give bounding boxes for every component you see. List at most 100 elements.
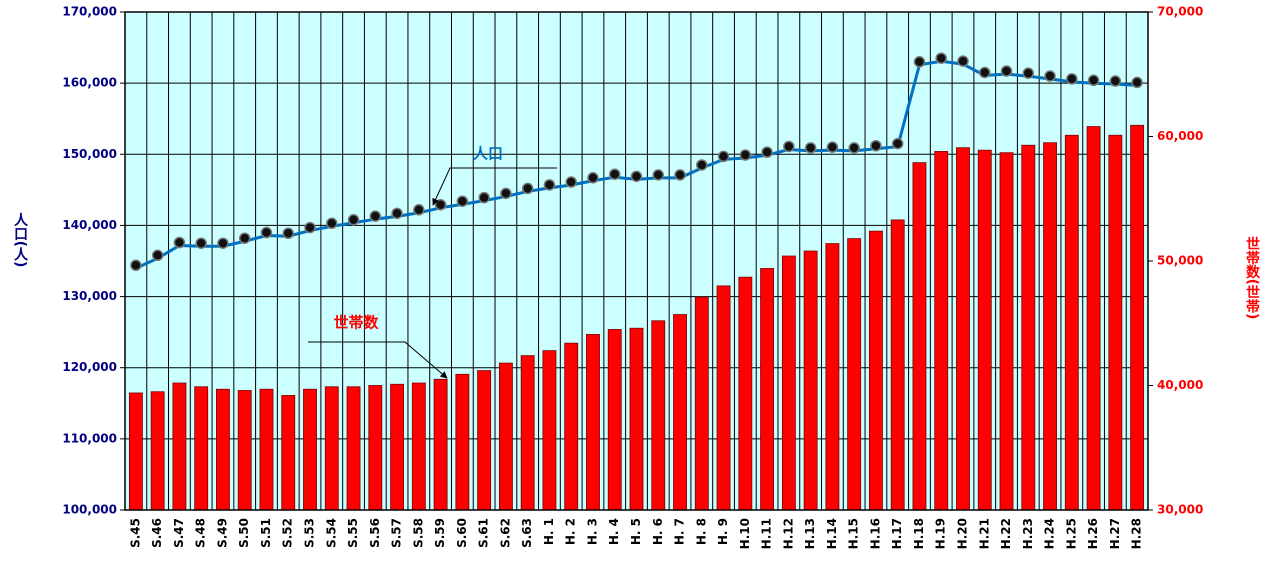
marker: [739, 149, 752, 161]
x-tick-label: S.54: [324, 518, 338, 548]
bar: [1021, 144, 1036, 511]
bar: [346, 386, 361, 511]
y-tick-label: 100,000: [62, 503, 117, 517]
bar: [781, 255, 796, 511]
bar: [1086, 126, 1101, 511]
bar: [934, 151, 949, 511]
x-tick-label: S.63: [520, 518, 534, 548]
bar: [890, 219, 905, 511]
x-tick-label: H.11: [760, 518, 774, 549]
marker: [935, 52, 947, 64]
marker: [979, 66, 991, 79]
bar: [738, 276, 753, 511]
bar: [651, 320, 666, 511]
x-tick-label: H.25: [1064, 518, 1078, 549]
marker: [608, 168, 621, 180]
bar: [956, 147, 970, 511]
bar: [629, 327, 644, 511]
x-tick-label: S.58: [411, 518, 425, 548]
x-tick-label: H.24: [1043, 518, 1057, 549]
x-tick-label: H.17: [890, 518, 904, 549]
marker: [717, 150, 730, 163]
x-tick-label: S.50: [237, 518, 251, 548]
bar: [259, 388, 274, 511]
marker: [151, 249, 164, 262]
bar: [694, 296, 709, 511]
plot-border: [124, 11, 1149, 511]
marker: [1022, 67, 1035, 79]
x-tick-label: H. 4: [607, 518, 621, 545]
x-tick-label: S.45: [128, 518, 142, 548]
y-tick-label: 140,000: [62, 218, 117, 232]
marker: [217, 237, 229, 249]
y2-tick-label: 60,000: [1157, 129, 1203, 143]
x-tick-label: H. 2: [564, 518, 578, 545]
x-tick-label: S.60: [455, 518, 469, 548]
x-tick-label: H.10: [738, 518, 752, 549]
bar: [1108, 134, 1123, 511]
marker: [195, 237, 207, 249]
marker: [652, 169, 665, 181]
marker: [1066, 73, 1078, 85]
marker: [260, 226, 273, 239]
marker: [130, 259, 142, 272]
bar: [803, 250, 818, 511]
marker: [413, 204, 425, 216]
marker: [913, 56, 926, 68]
x-tick-label: H. 3: [585, 518, 599, 545]
bar: [411, 382, 426, 511]
x-tick-label: S.48: [194, 518, 208, 548]
marker: [848, 142, 860, 154]
marker: [500, 187, 512, 200]
x-tick-label: H.26: [1086, 518, 1100, 549]
y2-tick-label: 70,000: [1157, 5, 1203, 19]
marker: [369, 210, 382, 222]
x-tick-label: H.18: [912, 518, 926, 549]
bar: [1043, 142, 1057, 511]
x-tick-label: H. 6: [651, 518, 665, 545]
marker: [478, 191, 490, 204]
bar: [564, 342, 579, 511]
x-tick-label: H.28: [1130, 518, 1144, 549]
x-tick-label: S.51: [259, 518, 273, 548]
bar: [673, 314, 687, 511]
bar: [607, 329, 622, 511]
marker: [521, 182, 534, 195]
y-tick-label: 150,000: [62, 147, 117, 161]
bar: [868, 230, 883, 511]
bar: [477, 370, 492, 511]
marker: [870, 139, 882, 152]
y2-tick-label: 30,000: [1157, 503, 1203, 517]
x-tick-label: H. 8: [694, 518, 708, 545]
y-tick-label: 110,000: [62, 431, 117, 445]
marker: [674, 169, 686, 181]
x-tick-label: H.13: [803, 518, 817, 549]
marker: [391, 207, 403, 220]
marker: [1109, 75, 1122, 87]
x-tick-label: S.49: [215, 518, 229, 548]
bar: [172, 382, 187, 511]
y2-tick-label: 50,000: [1157, 254, 1203, 268]
y2-axis-label: 世帯数(世帯): [1244, 236, 1260, 319]
marker: [304, 221, 316, 234]
marker: [173, 236, 186, 249]
y-tick-label: 120,000: [62, 360, 117, 374]
x-tick-label: H.20: [955, 518, 969, 549]
bar: [586, 334, 600, 511]
marker: [957, 55, 969, 67]
leader-line: [432, 167, 557, 206]
bar: [716, 285, 731, 511]
bar: [760, 268, 775, 511]
bar: [368, 385, 383, 511]
marker: [543, 179, 556, 191]
bar: [1130, 124, 1145, 511]
bar: [1064, 134, 1079, 511]
x-tick-label: H.14: [825, 518, 839, 549]
line-annotation: 人口: [473, 145, 503, 163]
marker: [1044, 70, 1056, 82]
bar: [390, 383, 405, 511]
x-tick-label: H. 5: [629, 518, 643, 545]
y-tick-label: 170,000: [62, 5, 117, 19]
x-tick-label: S.56: [368, 518, 382, 548]
x-tick-label: S.53: [303, 518, 317, 548]
